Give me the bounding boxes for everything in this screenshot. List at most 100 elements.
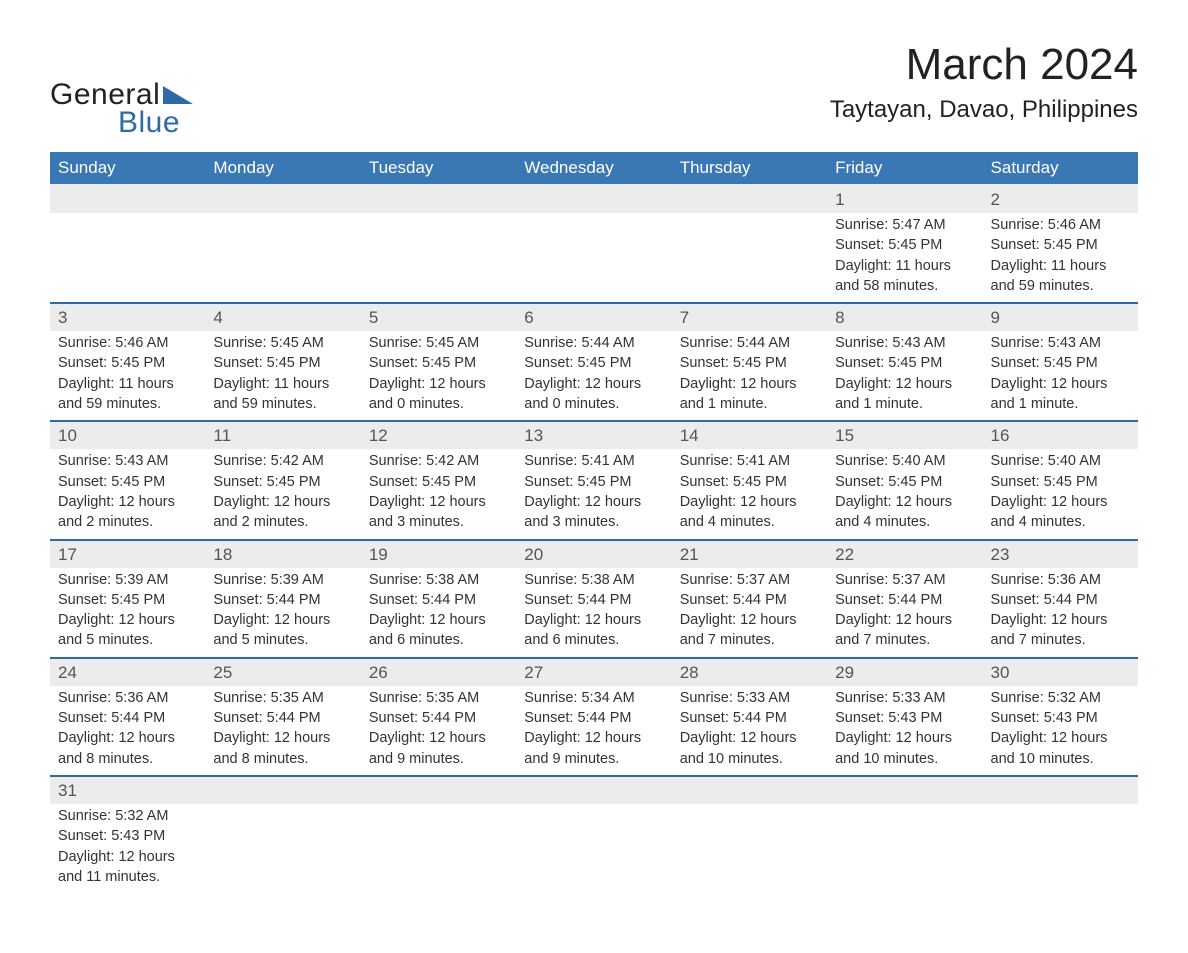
day-details-cell: [205, 213, 360, 303]
sunset-line: Sunset: 5:43 PM: [991, 708, 1130, 728]
daylight-line-2: and 2 minutes.: [213, 512, 352, 532]
weekday-header: Wednesday: [516, 152, 671, 185]
sunrise-line: Sunrise: 5:43 AM: [991, 333, 1130, 353]
daylight-line-1: Daylight: 12 hours: [835, 610, 974, 630]
sunset-line: Sunset: 5:44 PM: [213, 708, 352, 728]
day-number-row: 24252627282930: [50, 658, 1138, 686]
daylight-line-2: and 0 minutes.: [369, 394, 508, 414]
daylight-line-2: and 0 minutes.: [524, 394, 663, 414]
daylight-line-1: Daylight: 12 hours: [213, 610, 352, 630]
day-details-cell: Sunrise: 5:43 AMSunset: 5:45 PMDaylight:…: [827, 331, 982, 421]
day-number-cell: [827, 776, 982, 804]
day-number-cell: 6: [516, 303, 671, 331]
sunrise-line: Sunrise: 5:37 AM: [835, 570, 974, 590]
day-details-cell: Sunrise: 5:36 AMSunset: 5:44 PMDaylight:…: [50, 686, 205, 776]
daylight-line-1: Daylight: 11 hours: [58, 374, 197, 394]
sunrise-line: Sunrise: 5:36 AM: [58, 688, 197, 708]
day-number-cell: 10: [50, 421, 205, 449]
day-details-cell: Sunrise: 5:44 AMSunset: 5:45 PMDaylight:…: [516, 331, 671, 421]
sunrise-line: Sunrise: 5:39 AM: [58, 570, 197, 590]
day-number-cell: 3: [50, 303, 205, 331]
sunset-line: Sunset: 5:44 PM: [524, 590, 663, 610]
day-number-cell: 21: [672, 540, 827, 568]
day-details-cell: [50, 213, 205, 303]
daylight-line-1: Daylight: 12 hours: [58, 847, 197, 867]
daylight-line-1: Daylight: 12 hours: [991, 610, 1130, 630]
day-number-row: 12: [50, 185, 1138, 213]
day-number-cell: [205, 776, 360, 804]
daylight-line-1: Daylight: 12 hours: [369, 728, 508, 748]
sunset-line: Sunset: 5:44 PM: [991, 590, 1130, 610]
day-number-row: 31: [50, 776, 1138, 804]
day-number-cell: 8: [827, 303, 982, 331]
daylight-line-2: and 11 minutes.: [58, 867, 197, 887]
day-details-cell: Sunrise: 5:35 AMSunset: 5:44 PMDaylight:…: [361, 686, 516, 776]
day-details-cell: Sunrise: 5:42 AMSunset: 5:45 PMDaylight:…: [361, 449, 516, 539]
daylight-line-2: and 7 minutes.: [680, 630, 819, 650]
day-number-cell: 20: [516, 540, 671, 568]
daylight-line-1: Daylight: 12 hours: [58, 610, 197, 630]
sunset-line: Sunset: 5:45 PM: [369, 353, 508, 373]
daylight-line-1: Daylight: 11 hours: [213, 374, 352, 394]
sunset-line: Sunset: 5:44 PM: [524, 708, 663, 728]
day-details-cell: Sunrise: 5:33 AMSunset: 5:43 PMDaylight:…: [827, 686, 982, 776]
sunset-line: Sunset: 5:44 PM: [369, 708, 508, 728]
daylight-line-2: and 58 minutes.: [835, 276, 974, 296]
daylight-line-2: and 59 minutes.: [991, 276, 1130, 296]
weekday-header: Monday: [205, 152, 360, 185]
daylight-line-2: and 1 minute.: [991, 394, 1130, 414]
sunset-line: Sunset: 5:45 PM: [835, 472, 974, 492]
sunrise-line: Sunrise: 5:38 AM: [524, 570, 663, 590]
weekday-header: Thursday: [672, 152, 827, 185]
sunrise-line: Sunrise: 5:47 AM: [835, 215, 974, 235]
logo-triangle-icon: [163, 84, 193, 108]
day-number-cell: 28: [672, 658, 827, 686]
sunrise-line: Sunrise: 5:40 AM: [991, 451, 1130, 471]
daylight-line-2: and 5 minutes.: [213, 630, 352, 650]
day-details-cell: Sunrise: 5:41 AMSunset: 5:45 PMDaylight:…: [516, 449, 671, 539]
sunrise-line: Sunrise: 5:41 AM: [524, 451, 663, 471]
logo: General Blue: [50, 80, 193, 140]
day-details-cell: Sunrise: 5:32 AMSunset: 5:43 PMDaylight:…: [50, 804, 205, 893]
day-details-cell: Sunrise: 5:38 AMSunset: 5:44 PMDaylight:…: [361, 568, 516, 658]
day-details-cell: Sunrise: 5:39 AMSunset: 5:44 PMDaylight:…: [205, 568, 360, 658]
daylight-line-2: and 10 minutes.: [991, 749, 1130, 769]
sunrise-line: Sunrise: 5:36 AM: [991, 570, 1130, 590]
weekday-header-row: SundayMondayTuesdayWednesdayThursdayFrid…: [50, 152, 1138, 185]
sunrise-line: Sunrise: 5:35 AM: [213, 688, 352, 708]
sunset-line: Sunset: 5:45 PM: [524, 353, 663, 373]
day-number-cell: 25: [205, 658, 360, 686]
daylight-line-2: and 4 minutes.: [680, 512, 819, 532]
day-details-cell: [516, 804, 671, 893]
day-number-row: 10111213141516: [50, 421, 1138, 449]
sunset-line: Sunset: 5:45 PM: [991, 235, 1130, 255]
header: General Blue March 2024 Taytayan, Davao,…: [50, 40, 1138, 140]
sunset-line: Sunset: 5:43 PM: [58, 826, 197, 846]
day-number-cell: 24: [50, 658, 205, 686]
sunrise-line: Sunrise: 5:35 AM: [369, 688, 508, 708]
day-number-cell: 12: [361, 421, 516, 449]
day-number-cell: 13: [516, 421, 671, 449]
day-details-cell: [672, 804, 827, 893]
logo-text-blue: Blue: [118, 106, 193, 140]
sunset-line: Sunset: 5:44 PM: [213, 590, 352, 610]
day-details-cell: Sunrise: 5:32 AMSunset: 5:43 PMDaylight:…: [983, 686, 1138, 776]
daylight-line-2: and 59 minutes.: [58, 394, 197, 414]
day-details-cell: Sunrise: 5:43 AMSunset: 5:45 PMDaylight:…: [50, 449, 205, 539]
sunset-line: Sunset: 5:45 PM: [991, 472, 1130, 492]
daylight-line-2: and 6 minutes.: [369, 630, 508, 650]
day-details-cell: [361, 804, 516, 893]
day-details-cell: Sunrise: 5:40 AMSunset: 5:45 PMDaylight:…: [983, 449, 1138, 539]
sunrise-line: Sunrise: 5:44 AM: [524, 333, 663, 353]
day-number-cell: [672, 185, 827, 213]
day-details-cell: [205, 804, 360, 893]
day-details-cell: [361, 213, 516, 303]
daylight-line-1: Daylight: 12 hours: [835, 492, 974, 512]
day-number-cell: [50, 185, 205, 213]
day-details-row: Sunrise: 5:43 AMSunset: 5:45 PMDaylight:…: [50, 449, 1138, 539]
day-number-cell: 22: [827, 540, 982, 568]
day-details-cell: Sunrise: 5:38 AMSunset: 5:44 PMDaylight:…: [516, 568, 671, 658]
day-details-cell: Sunrise: 5:45 AMSunset: 5:45 PMDaylight:…: [361, 331, 516, 421]
sunrise-line: Sunrise: 5:46 AM: [991, 215, 1130, 235]
sunset-line: Sunset: 5:45 PM: [991, 353, 1130, 373]
